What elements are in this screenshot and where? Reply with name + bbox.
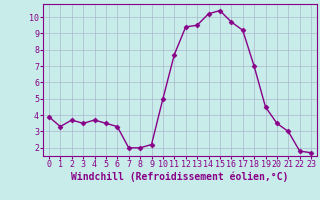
X-axis label: Windchill (Refroidissement éolien,°C): Windchill (Refroidissement éolien,°C)	[71, 172, 289, 182]
